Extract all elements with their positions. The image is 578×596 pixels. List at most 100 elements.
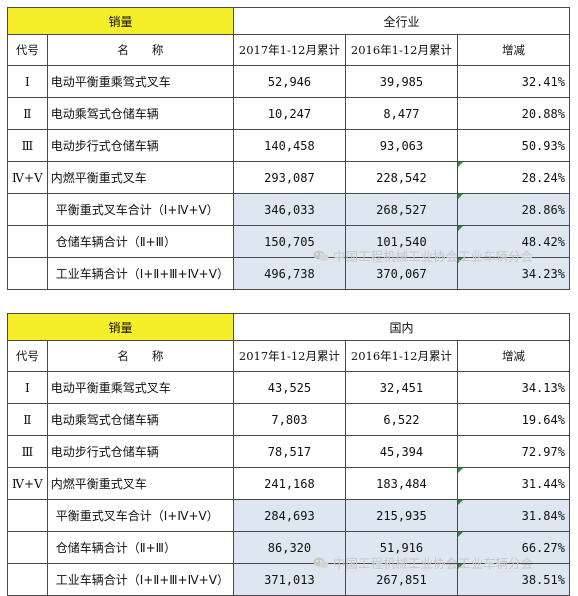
row-value-2016: 51,916 — [344, 531, 458, 564]
table-row: Ⅱ 电动乘驾式仓储车辆 7,803 6,522 19.64% — [7, 403, 570, 436]
row-value-2017: 241,168 — [232, 467, 346, 500]
row-change: 19.64% — [456, 403, 570, 436]
column-header-row: 代号 名 称 2017年1-12月累计 2016年1-12月累计 增减 — [7, 34, 570, 66]
row-code: Ⅰ — [7, 65, 48, 98]
col-2016: 2016年1-12月累计 — [344, 34, 458, 66]
row-value-2017: 43,525 — [232, 371, 346, 404]
col-change: 增减 — [456, 34, 570, 66]
row-name: 内燃平衡重式叉车 — [46, 161, 234, 194]
row-change: 31.44% — [456, 467, 570, 500]
col-2017: 2017年1-12月累计 — [232, 34, 346, 66]
row-name: 平衡重式叉车合计（Ⅰ+Ⅳ+Ⅴ） — [46, 193, 234, 226]
row-name: 电动平衡重乘驾式叉车 — [46, 65, 234, 98]
row-change: 28.86% — [456, 193, 570, 226]
row-change: 48.42% — [456, 225, 570, 258]
row-value-2016: 215,935 — [344, 499, 458, 532]
row-change: 72.97% — [456, 435, 570, 468]
row-code: Ⅳ+Ⅴ — [7, 161, 48, 194]
row-value-2017: 346,033 — [232, 193, 346, 226]
table-row: Ⅳ+Ⅴ 内燃平衡重式叉车 241,168 183,484 31.44% — [7, 467, 570, 500]
table-scope-header: 国内 — [232, 313, 570, 341]
table-row: Ⅰ 电动平衡重乘驾式叉车 52,946 39,985 32.41% — [7, 65, 570, 98]
sales-table-domestic: 销量 国内 代号 名 称 2017年1-12月累计 2016年1-12月累计 增… — [7, 313, 570, 596]
row-code: Ⅲ — [7, 435, 48, 468]
table-row: Ⅱ 电动乘驾式仓储车辆 10,247 8,477 20.88% — [7, 97, 570, 130]
watermark: 中国工程机械工业协会工业车辆分会 — [313, 246, 533, 265]
table-row: Ⅲ 电动步行式仓储车辆 140,458 93,063 50.93% — [7, 129, 570, 162]
row-value-2017: 496,738 — [232, 257, 346, 290]
row-name: 电动乘驾式仓储车辆 — [46, 403, 234, 436]
col-change: 增减 — [456, 340, 570, 372]
watermark: 中国工程机械工业协会工业车辆分会 — [313, 553, 533, 572]
row-name: 电动平衡重乘驾式叉车 — [46, 371, 234, 404]
row-change: 34.23% — [456, 257, 570, 290]
col-name: 名 称 — [46, 34, 234, 66]
table-row: Ⅰ 电动平衡重乘驾式叉车 43,525 32,451 34.13% — [7, 371, 570, 404]
row-change: 28.24% — [456, 161, 570, 194]
row-name: 仓储车辆合计（Ⅱ+Ⅲ） — [46, 531, 234, 564]
col-code: 代号 — [7, 34, 48, 66]
row-name: 内燃平衡重式叉车 — [46, 467, 234, 500]
sales-table-industry: 销量 全行业 代号 名 称 2017年1-12月累计 2016年1-12月累计 … — [7, 7, 570, 290]
row-name: 工业车辆合计（Ⅰ+Ⅱ+Ⅲ+Ⅳ+Ⅴ） — [46, 257, 234, 290]
col-name: 名 称 — [46, 340, 234, 372]
row-name: 电动乘驾式仓储车辆 — [46, 97, 234, 130]
row-code — [7, 499, 48, 532]
col-2016: 2016年1-12月累计 — [344, 340, 458, 372]
row-code — [7, 193, 48, 226]
row-value-2016: 268,527 — [344, 193, 458, 226]
row-value-2016: 183,484 — [344, 467, 458, 500]
watermark-text: 中国工程机械工业协会工业车辆分会 — [333, 249, 534, 264]
row-name: 电动步行式仓储车辆 — [46, 129, 234, 162]
row-value-2017: 293,087 — [232, 161, 346, 194]
wechat-icon — [313, 557, 329, 568]
row-change: 31.84% — [456, 499, 570, 532]
row-change: 66.27% — [456, 531, 570, 564]
row-value-2017: 284,693 — [232, 499, 346, 532]
wechat-icon — [313, 250, 329, 261]
table-row-total: 工业车辆合计（Ⅰ+Ⅱ+Ⅲ+Ⅳ+Ⅴ） 496,738 370,067 34.23% — [7, 257, 570, 290]
row-code: Ⅲ — [7, 129, 48, 162]
row-value-2017: 52,946 — [232, 65, 346, 98]
table-row: Ⅲ 电动步行式仓储车辆 78,517 45,394 72.97% — [7, 435, 570, 468]
row-change: 34.13% — [456, 371, 570, 404]
row-value-2016: 370,067 — [344, 257, 458, 290]
row-code — [7, 257, 48, 290]
row-value-2016: 32,451 — [344, 371, 458, 404]
row-value-2017: 86,320 — [232, 531, 346, 564]
table-label-sales: 销量 — [7, 7, 234, 35]
row-value-2017: 10,247 — [232, 97, 346, 130]
table-row: Ⅳ+Ⅴ 内燃平衡重式叉车 293,087 228,542 28.24% — [7, 161, 570, 194]
row-code — [7, 225, 48, 258]
table-row-total: 工业车辆合计（Ⅰ+Ⅱ+Ⅲ+Ⅳ+Ⅴ） 371,013 267,851 38.51% — [7, 563, 570, 596]
watermark-text: 中国工程机械工业协会工业车辆分会 — [333, 556, 534, 571]
row-value-2016: 45,394 — [344, 435, 458, 468]
row-value-2016: 8,477 — [344, 97, 458, 130]
row-value-2017: 7,803 — [232, 403, 346, 436]
row-value-2017: 140,458 — [232, 129, 346, 162]
column-header-row: 代号 名 称 2017年1-12月累计 2016年1-12月累计 增减 — [7, 340, 570, 372]
row-value-2016: 101,540 — [344, 225, 458, 258]
row-value-2016: 39,985 — [344, 65, 458, 98]
row-code: Ⅱ — [7, 97, 48, 130]
table-label-sales: 销量 — [7, 313, 234, 341]
table-scope-header: 全行业 — [232, 7, 570, 35]
row-value-2016: 228,542 — [344, 161, 458, 194]
row-code: Ⅰ — [7, 371, 48, 404]
row-value-2016: 93,063 — [344, 129, 458, 162]
row-value-2017: 78,517 — [232, 435, 346, 468]
row-name: 电动步行式仓储车辆 — [46, 435, 234, 468]
row-value-2016: 6,522 — [344, 403, 458, 436]
row-name: 仓储车辆合计（Ⅱ+Ⅲ） — [46, 225, 234, 258]
row-change: 20.88% — [456, 97, 570, 130]
row-code: Ⅱ — [7, 403, 48, 436]
row-name: 平衡重式叉车合计（Ⅰ+Ⅳ+Ⅴ） — [46, 499, 234, 532]
table-row-subtotal: 平衡重式叉车合计（Ⅰ+Ⅳ+Ⅴ） 284,693 215,935 31.84% — [7, 499, 570, 532]
row-change: 50.93% — [456, 129, 570, 162]
row-change: 32.41% — [456, 65, 570, 98]
row-code — [7, 531, 48, 564]
col-code: 代号 — [7, 340, 48, 372]
table-row-subtotal: 仓储车辆合计（Ⅱ+Ⅲ） 86,320 51,916 66.27% — [7, 531, 570, 564]
col-2017: 2017年1-12月累计 — [232, 340, 346, 372]
table-row-subtotal: 平衡重式叉车合计（Ⅰ+Ⅳ+Ⅴ） 346,033 268,527 28.86% — [7, 193, 570, 226]
